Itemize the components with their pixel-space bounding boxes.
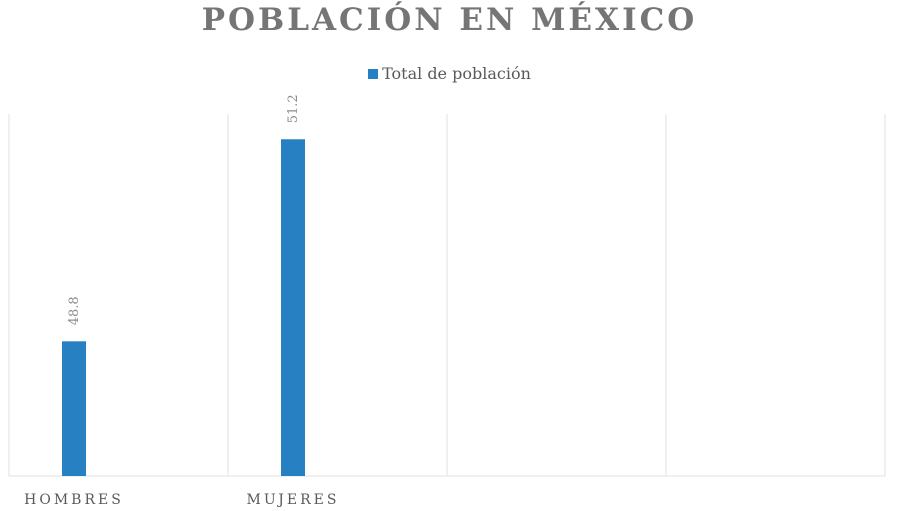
bar: [62, 341, 86, 476]
bar: [281, 139, 305, 477]
legend-swatch: [368, 68, 379, 79]
legend: Total de población: [0, 64, 899, 83]
data-label: 48.8: [67, 296, 82, 325]
x-tick-label: MUJERES: [247, 492, 340, 508]
legend-label: Total de población: [382, 64, 531, 83]
x-tick-label: HOMBRES: [24, 492, 124, 508]
data-label: 51.2: [286, 94, 301, 123]
chart-title: POBLACIÓN EN MÉXICO: [201, 2, 698, 38]
